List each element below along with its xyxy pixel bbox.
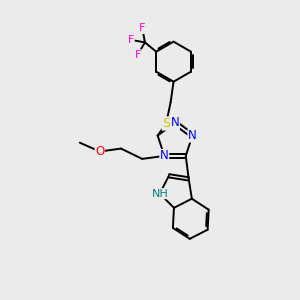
Text: N: N	[160, 149, 169, 162]
Text: N: N	[188, 129, 197, 142]
Text: F: F	[128, 35, 134, 45]
Text: N: N	[171, 116, 179, 129]
Text: F: F	[139, 23, 146, 34]
Text: S: S	[162, 117, 170, 130]
Text: O: O	[95, 145, 104, 158]
Text: F: F	[135, 50, 141, 60]
Text: NH: NH	[152, 189, 168, 199]
